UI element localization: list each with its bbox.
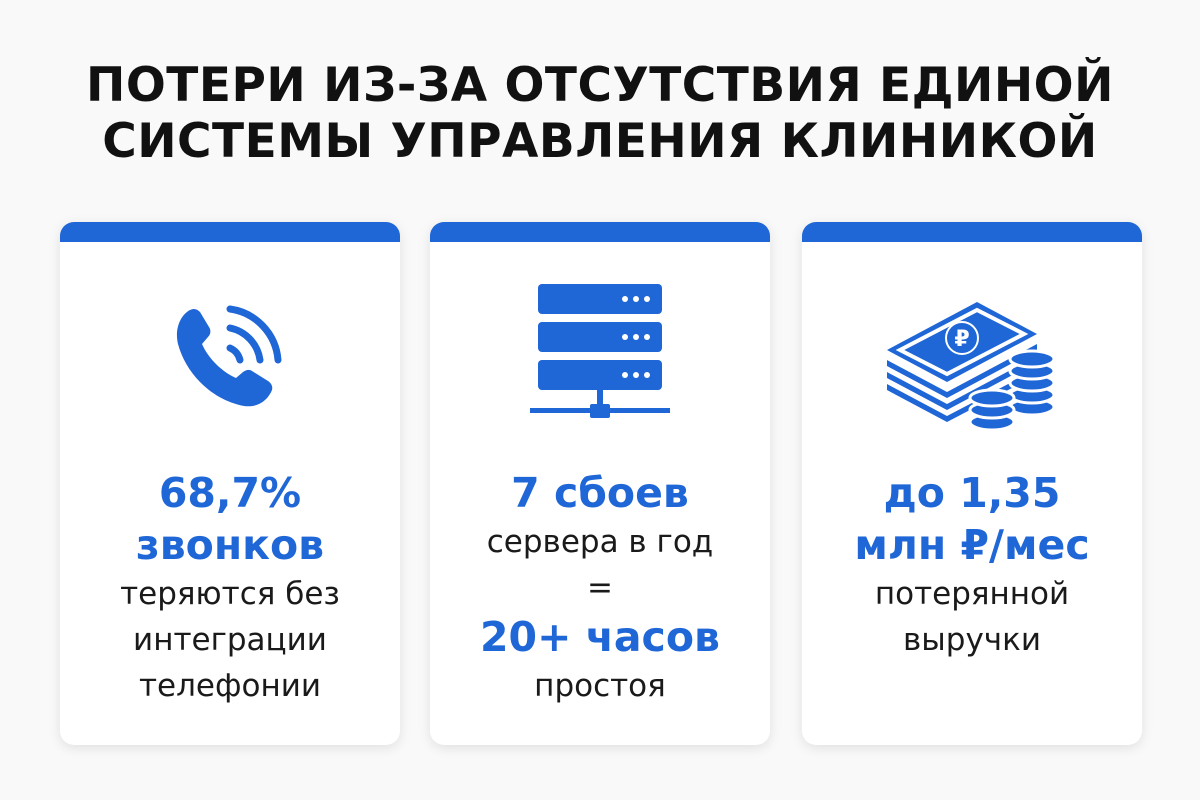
stat-unit: звонков [135,521,325,569]
stat-desc-line: сервера в год [486,524,714,560]
page-title: ПОТЕРИ ИЗ-ЗА ОТСУТСТВИЯ ЕДИНОЙ СИСТЕМЫ У… [0,58,1200,170]
card-server-failures: 7 сбоев сервера в год = 20+ часов просто… [430,222,770,745]
stat-value: 7 сбоев [511,469,689,517]
card-lost-revenue: ₽ до 1,35 млн ₽/мес потерянной выручки [802,222,1142,745]
stat-desc-line: выручки [903,622,1041,658]
stat-value: 20+ часов [480,613,720,661]
stat-unit: млн ₽/мес [854,521,1090,569]
stat-desc-line: простоя [534,668,666,704]
svg-text:₽: ₽ [954,327,969,352]
stat-desc-line: потерянной [874,576,1070,612]
card-missed-calls: 68,7% звонков теряются без интеграции те… [60,222,400,745]
title-line-1: ПОТЕРИ ИЗ-ЗА ОТСУТСТВИЯ ЕДИНОЙ [86,58,1114,113]
card-accent-bar [802,222,1142,242]
money-stack-coins-icon: ₽ [887,302,1056,432]
stat-value: до 1,35 [883,469,1061,517]
card-accent-bar [430,222,770,242]
equals-sign: = [587,570,613,606]
stat-value: 68,7% [158,469,302,517]
stat-desc-line: интеграции [133,622,327,658]
card-accent-bar [60,222,400,242]
title-line-2: СИСТЕМЫ УПРАВЛЕНИЯ КЛИНИКОЙ [102,114,1098,169]
phone-ringing-icon [176,305,282,407]
stat-desc-line: телефонии [138,668,322,704]
server-network-icon [530,284,670,418]
stat-desc-line: теряются без [120,576,340,612]
